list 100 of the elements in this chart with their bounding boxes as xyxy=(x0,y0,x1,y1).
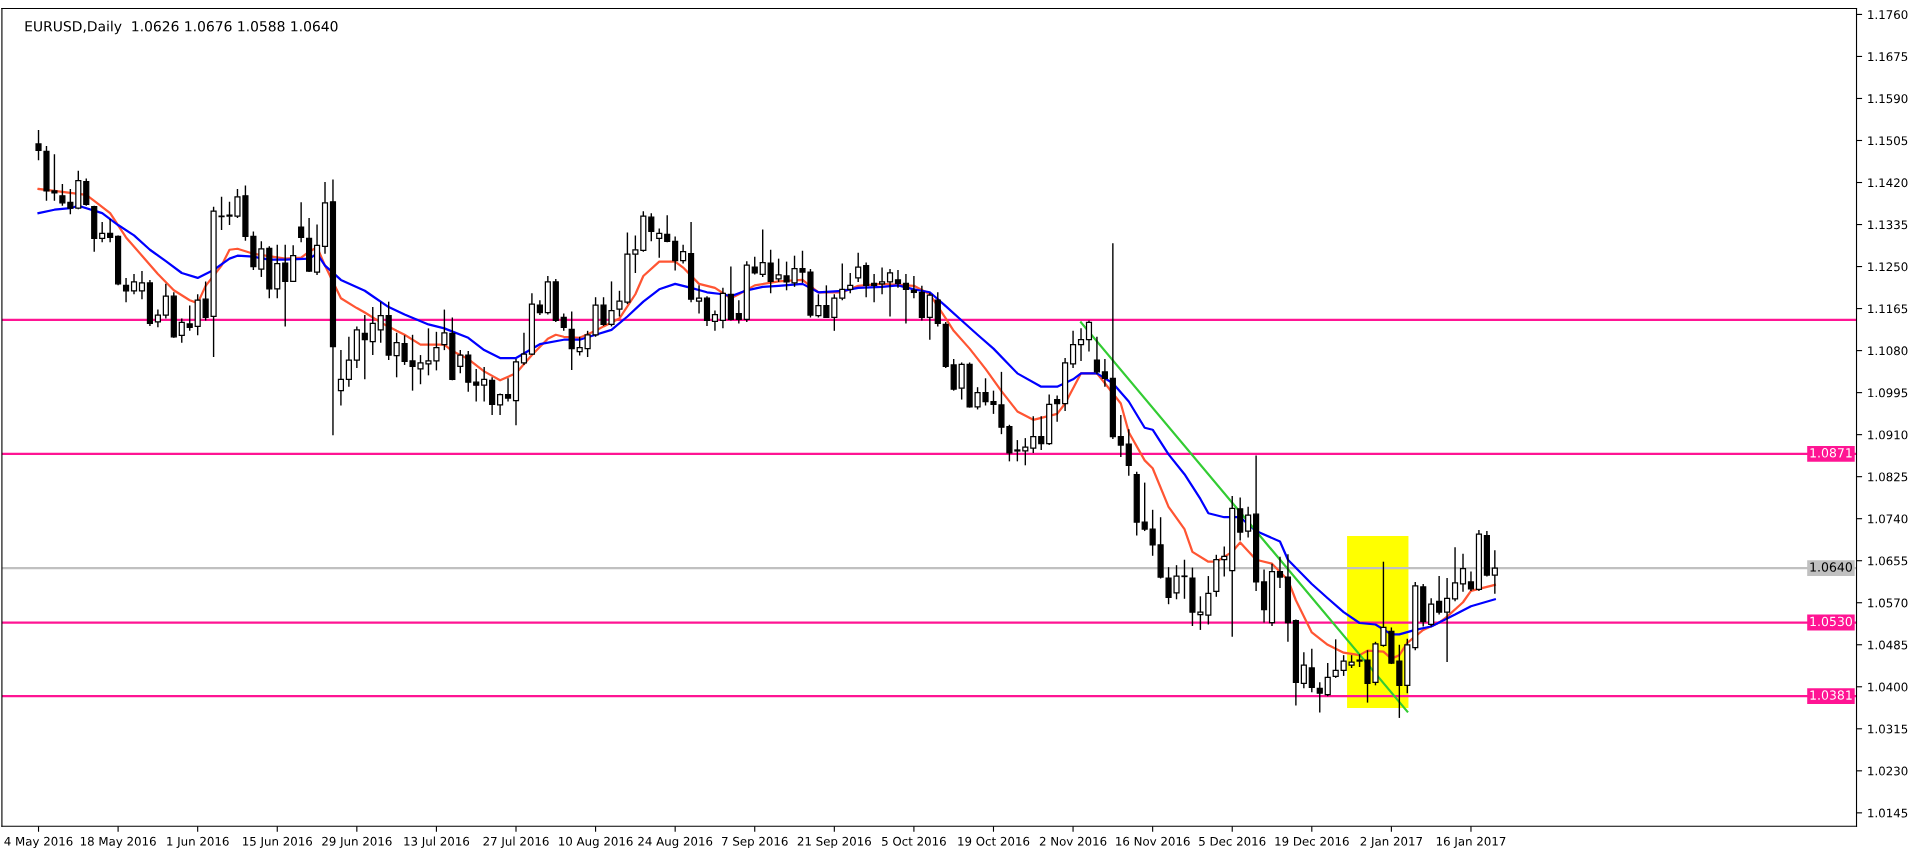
x-tick-label: 21 Sep 2016 xyxy=(797,836,871,849)
y-tick-label: 1.0655 xyxy=(1868,556,1908,566)
candlestick xyxy=(664,214,671,244)
candlestick xyxy=(1237,496,1244,542)
y-tick-label: 1.1760 xyxy=(1868,10,1908,20)
candlestick xyxy=(934,291,941,328)
candlestick xyxy=(1141,481,1148,532)
candlestick xyxy=(1245,506,1252,539)
candlestick xyxy=(504,377,512,403)
candlestick xyxy=(481,366,488,403)
candlestick xyxy=(35,129,42,161)
candlestick xyxy=(886,268,894,318)
x-tick-label: 29 Jun 2016 xyxy=(322,836,392,848)
x-tick-label: 1 Jun 2016 xyxy=(167,836,229,848)
candlestick xyxy=(1022,437,1029,466)
candlestick xyxy=(863,261,870,298)
ref-line-label: 1.0381 xyxy=(1810,690,1852,700)
x-tick-label: 2 Jan 2017 xyxy=(1360,836,1423,848)
y-tick-label: 1.0910 xyxy=(1868,430,1908,440)
candlestick xyxy=(130,273,138,295)
x-tick-label: 16 Nov 2016 xyxy=(1116,836,1190,846)
candlestick xyxy=(1428,597,1435,628)
candlestick xyxy=(1030,415,1037,454)
candlestick xyxy=(759,228,766,278)
x-tick-label: 5 Dec 2016 xyxy=(1199,836,1266,846)
text: EURUSD,Daily 1.0626 1.0676 1.0588 1.0640 xyxy=(25,20,338,35)
candlestick xyxy=(1451,546,1459,602)
candlestick xyxy=(1436,575,1443,616)
candlestick xyxy=(1085,319,1093,353)
y-tick-label: 1.1590 xyxy=(1868,94,1908,104)
candlestick xyxy=(703,295,711,327)
candlestick xyxy=(1054,394,1061,423)
candlestick xyxy=(1444,577,1451,663)
y-tick-label: 1.0995 xyxy=(1868,388,1908,398)
candlestick xyxy=(1038,415,1045,451)
candlestick xyxy=(345,336,352,388)
x-tick-label: 7 Sep 2016 xyxy=(722,836,788,849)
y-tick-label: 1.0740 xyxy=(1868,514,1908,524)
candlestick xyxy=(568,310,575,371)
candlestick xyxy=(871,273,878,303)
x-tick-label: 16 Jan 2017 xyxy=(1436,836,1506,848)
candlestick xyxy=(298,201,305,244)
candlestick xyxy=(361,314,368,380)
candlestick xyxy=(99,221,106,244)
y-tick-label: 1.1675 xyxy=(1868,52,1908,62)
candlestick xyxy=(656,227,663,259)
candlestick xyxy=(337,349,345,407)
candlestick xyxy=(369,306,376,356)
candlestick xyxy=(735,299,742,325)
x-tick-label: 27 Jul 2016 xyxy=(483,836,549,848)
x-tick-label: 18 May 2016 xyxy=(80,836,156,849)
candlestick xyxy=(473,368,480,403)
candlestick xyxy=(695,284,703,315)
y-tick-label: 1.1080 xyxy=(1868,346,1908,356)
x-tick-label: 19 Dec 2016 xyxy=(1275,836,1349,846)
candlestick xyxy=(178,317,185,344)
candlestick xyxy=(1308,648,1315,693)
y-tick-label: 1.0230 xyxy=(1868,766,1908,776)
candlestick xyxy=(457,349,464,375)
candlestick xyxy=(1077,327,1085,362)
candlestick xyxy=(648,212,655,243)
candlestick xyxy=(122,277,130,303)
x-tick-label: 13 Jul 2016 xyxy=(404,836,470,848)
y-tick-label: 1.1250 xyxy=(1868,262,1908,272)
candlestick xyxy=(910,275,917,299)
candlestick xyxy=(894,269,902,289)
y-tick-label: 1.1165 xyxy=(1868,304,1908,314)
candlestick xyxy=(680,244,687,265)
candlestick xyxy=(1491,549,1498,595)
candlestick xyxy=(1467,570,1475,592)
candlestick xyxy=(282,244,289,328)
candlestick xyxy=(878,266,886,295)
x-tick-label: 15 Jun 2016 xyxy=(243,836,313,848)
candlestick xyxy=(186,304,193,332)
x-tick-label: 5 Oct 2016 xyxy=(882,836,946,846)
candlestick xyxy=(672,235,679,272)
candlestick xyxy=(847,272,854,294)
candlestick xyxy=(441,308,448,351)
candlestick xyxy=(1316,681,1323,714)
y-tick-label: 1.1505 xyxy=(1868,136,1908,146)
candlestick xyxy=(576,336,583,357)
candlestick xyxy=(831,293,838,332)
candlestick xyxy=(1332,638,1339,679)
ref-line-label: 1.0640 xyxy=(1810,562,1852,572)
candlestick xyxy=(138,270,146,300)
candlestick xyxy=(902,273,910,325)
candlestick xyxy=(107,218,114,244)
candlestick xyxy=(83,177,90,207)
candlestick xyxy=(1101,358,1108,388)
y-tick-label: 1.0570 xyxy=(1868,598,1908,608)
x-tick-label: 24 Aug 2016 xyxy=(638,836,713,849)
candlestick xyxy=(377,300,384,344)
y-tick-label: 1.0145 xyxy=(1868,808,1908,818)
ref-line-label: 1.0530 xyxy=(1810,616,1852,627)
y-tick-label: 1.1420 xyxy=(1868,178,1908,188)
candlestick xyxy=(1324,662,1331,697)
x-tick-label: 10 Aug 2016 xyxy=(559,836,633,849)
candlestick xyxy=(520,332,528,366)
ref-line-label: 1.0871 xyxy=(1810,448,1852,458)
candlestick xyxy=(926,292,933,341)
